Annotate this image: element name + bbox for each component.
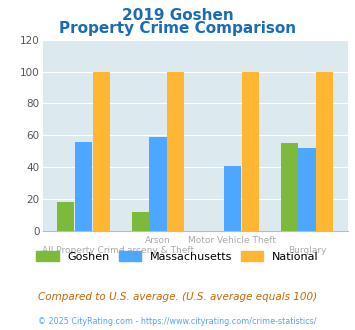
Text: Compared to U.S. average. (U.S. average equals 100): Compared to U.S. average. (U.S. average … <box>38 292 317 302</box>
Bar <box>57 202 74 231</box>
Text: All Property Crime: All Property Crime <box>42 246 125 255</box>
Bar <box>93 72 110 231</box>
Text: 2019 Goshen: 2019 Goshen <box>122 8 233 23</box>
Text: Motor Vehicle Theft: Motor Vehicle Theft <box>189 236 277 245</box>
Bar <box>242 72 259 231</box>
Bar <box>280 143 297 231</box>
Bar <box>224 166 241 231</box>
Bar <box>132 212 149 231</box>
Bar <box>149 137 166 231</box>
Bar <box>316 72 333 231</box>
Text: Property Crime Comparison: Property Crime Comparison <box>59 21 296 36</box>
Legend: Goshen, Massachusetts, National: Goshen, Massachusetts, National <box>32 247 323 267</box>
Bar <box>167 72 185 231</box>
Bar <box>75 142 92 231</box>
Text: Larceny & Theft: Larceny & Theft <box>122 246 194 255</box>
Text: Arson: Arson <box>145 236 171 245</box>
Text: Burglary: Burglary <box>288 246 326 255</box>
Bar <box>299 148 316 231</box>
Text: © 2025 CityRating.com - https://www.cityrating.com/crime-statistics/: © 2025 CityRating.com - https://www.city… <box>38 317 317 326</box>
